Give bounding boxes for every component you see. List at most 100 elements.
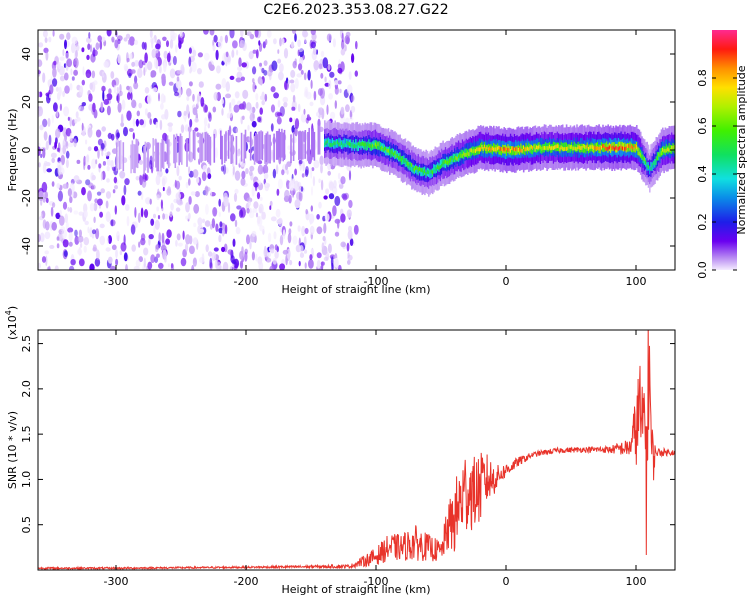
spectrogram-ridge-cell	[448, 159, 451, 163]
spectrogram-ridge-cell	[441, 163, 443, 168]
spectrogram-ridge-cell	[353, 144, 356, 148]
spectrogram-noise-speck	[276, 116, 282, 125]
spectrogram-noise-speck	[141, 41, 146, 50]
spectrogram-noise-speck	[312, 176, 316, 187]
spectrogram-ridge-cell	[175, 133, 178, 163]
spectrogram-noise-speck	[345, 104, 350, 113]
spectrogram-noise-speck	[277, 178, 283, 189]
spectrogram-noise-speck	[93, 216, 96, 223]
spectrogram-ridge-cell	[307, 132, 309, 161]
spectrogram-noise-speck	[182, 230, 185, 240]
spectrogram-ridge-cell	[487, 147, 490, 152]
spectrogram-noise-speck	[251, 186, 255, 197]
spectrogram-noise-speck	[88, 32, 91, 39]
spectrogram-noise-speck	[151, 48, 156, 59]
spectrogram-ridge-cell	[405, 161, 408, 165]
spectrogram-noise-speck	[183, 110, 187, 116]
spectrogram-noise-speck	[56, 183, 61, 189]
spectrogram-ridge-cell	[564, 147, 567, 151]
spectrogram-ridge-cell	[119, 140, 122, 169]
spectrogram-noise-speck	[132, 132, 135, 140]
spectrogram-noise-speck	[251, 230, 257, 237]
spectrogram-noise-speck	[334, 231, 340, 237]
spectrogram-noise-speck	[175, 79, 182, 89]
spectrogram-ridge-cell	[235, 136, 238, 165]
spectrogram-ridge-cell	[460, 153, 463, 158]
spectrogram-noise-speck	[231, 259, 237, 265]
spectrogram-noise-speck	[139, 175, 143, 186]
spectrogram-noise-speck	[302, 160, 305, 172]
spectrogram-ridge-cell	[665, 144, 668, 153]
spectrogram-noise-speck	[312, 47, 317, 55]
spectrogram-noise-speck	[176, 69, 183, 75]
spectrogram-noise-speck	[184, 243, 189, 252]
spectrogram-noise-speck	[115, 258, 119, 266]
x-tick-label: 0	[503, 575, 510, 588]
spectrogram-noise-speck	[279, 263, 286, 270]
spectrogram-ridge-cell	[225, 132, 227, 162]
spectrogram-noise-speck	[103, 99, 110, 105]
spectrogram-noise-speck	[92, 49, 98, 57]
spectrogram-noise-speck	[238, 209, 244, 218]
spectrogram-noise-speck	[323, 195, 328, 200]
spectrogram-noise-speck	[81, 102, 87, 107]
spectrogram-ridge-cell	[338, 137, 340, 147]
spectrogram-ridge-cell	[437, 165, 439, 169]
spectrogram-noise-speck	[92, 244, 97, 252]
spectrogram-noise-speck	[64, 213, 69, 223]
spectrogram-ridge-cell	[617, 142, 620, 151]
spectrogram-noise-speck	[316, 259, 321, 269]
spectrogram-noise-speck	[266, 30, 272, 38]
spectrogram-noise-speck	[113, 84, 117, 94]
snr-y-ticks: 0.5 1.0 1.5 2.0 2.5	[20, 335, 675, 533]
spectrogram-noise-speck	[215, 49, 219, 61]
spectrogram-ridge-cell	[554, 145, 556, 150]
spectrogram-noise-speck	[114, 39, 119, 49]
spectrogram-ridge-cell	[383, 147, 386, 151]
snr-y-label: SNR (10 * v/v)	[6, 411, 19, 489]
spectrogram-ridge-cell	[331, 138, 334, 147]
spectrogram-ridge-cell	[595, 146, 598, 151]
spectrogram-noise-speck	[174, 91, 180, 97]
spectrogram-noise-speck	[179, 31, 184, 38]
spectrogram-ridge-cell	[610, 144, 612, 153]
spectrogram-ridge-cell	[556, 144, 559, 148]
y-tick-label: 1.5	[20, 425, 33, 443]
spectrogram-ridge-cell	[374, 142, 377, 147]
spectrogram-noise-speck	[298, 63, 303, 71]
spectrogram-noise-speck	[61, 229, 67, 239]
spectrogram-noise-speck	[292, 60, 297, 69]
spectrogram-ridge-cell	[378, 143, 381, 147]
spectrogram-noise-speck	[193, 222, 197, 228]
spectrogram-ridge-cell	[346, 140, 348, 145]
spectrogram-ridge-cell	[630, 144, 633, 149]
spectrogram-ridge-cell	[421, 168, 424, 173]
spectrogram-noise-speck	[114, 185, 118, 190]
spectrogram-noise-speck	[265, 39, 268, 45]
spectrogram-noise-speck	[68, 231, 73, 242]
spectrogram-ridge-cell	[403, 158, 405, 163]
spectrogram-noise-speck	[103, 147, 107, 152]
spectrogram-noise-speck	[44, 231, 51, 240]
spectrogram-noise-speck	[207, 123, 210, 129]
spectrogram-ridge-cell	[628, 144, 630, 148]
spectrogram-noise-speck	[349, 116, 354, 121]
spectrogram-noise-speck	[244, 251, 248, 262]
spectrogram-noise-speck	[189, 118, 193, 128]
spectrogram-ridge-cell	[452, 153, 455, 163]
spectrogram-noise-speck	[106, 93, 113, 101]
colorbar-label: Normalized spectral amplitude	[735, 65, 748, 234]
spectrogram-noise-speck	[99, 211, 103, 218]
spectrogram-noise-speck	[222, 164, 227, 175]
colorbar-tick-label: 0.4	[696, 165, 709, 183]
spectrogram-noise-speck	[95, 159, 98, 165]
spectrogram-ridge-cell	[621, 146, 624, 151]
spectrogram-ridge-cell	[186, 138, 188, 167]
spectrogram-noise-speck	[272, 168, 277, 179]
spectrogram-y-label: Frequency (Hz)	[6, 109, 19, 192]
spectrogram-noise-speck	[198, 228, 204, 233]
spectrogram-noise-speck	[137, 67, 143, 79]
spectrogram-noise-speck	[325, 188, 330, 195]
spectrogram-noise-speck	[197, 52, 203, 58]
spectrogram-ridge-cell	[652, 161, 655, 165]
